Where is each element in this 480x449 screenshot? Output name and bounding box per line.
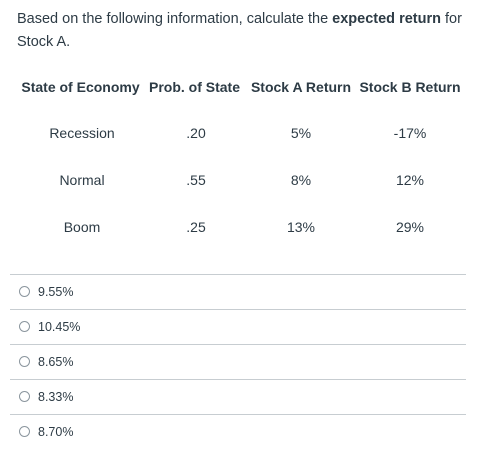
question-suffix: for Stock A. bbox=[17, 11, 462, 50]
cell-stock-b-return: -17% bbox=[393, 125, 427, 141]
cell-stock-a-return: 13% bbox=[286, 219, 316, 235]
answer-label[interactable]: 8.70% bbox=[38, 425, 74, 439]
table-row: Boom .25 13% 29% bbox=[18, 217, 464, 237]
answer-list: 9.55% 10.45% 8.65% 8.33% 8.70% bbox=[10, 274, 466, 449]
cell-probability: .55 bbox=[186, 172, 206, 188]
answer-label[interactable]: 8.65% bbox=[38, 355, 74, 369]
answer-label[interactable]: 9.55% bbox=[38, 285, 74, 299]
answer-option[interactable]: 9.55% bbox=[10, 274, 466, 309]
header-stock-a-return: Stock A Return bbox=[250, 79, 352, 95]
table-row: Recession .20 5% -17% bbox=[18, 123, 464, 143]
header-stock-b-return: Stock B Return bbox=[359, 79, 461, 95]
radio-button[interactable] bbox=[19, 286, 30, 297]
cell-state: Normal bbox=[59, 172, 105, 188]
table-header-row: State of Economy Prob. of State Stock A … bbox=[18, 76, 464, 98]
answer-option[interactable]: 8.33% bbox=[10, 379, 466, 414]
radio-button[interactable] bbox=[19, 356, 30, 367]
table-row: Normal .55 8% 12% bbox=[18, 170, 464, 190]
cell-state: Recession bbox=[49, 125, 115, 141]
answer-label[interactable]: 10.45% bbox=[38, 320, 81, 334]
question-emphasis: expected return bbox=[332, 11, 441, 27]
answer-option[interactable]: 8.70% bbox=[10, 414, 466, 449]
question-prefix: Based on the following information, calc… bbox=[17, 11, 333, 27]
cell-stock-a-return: 8% bbox=[290, 172, 312, 188]
economy-table: State of Economy Prob. of State Stock A … bbox=[18, 76, 464, 235]
answer-label[interactable]: 8.33% bbox=[38, 390, 74, 404]
radio-button[interactable] bbox=[19, 391, 30, 402]
cell-probability: .25 bbox=[186, 219, 206, 235]
answer-option[interactable]: 10.45% bbox=[10, 309, 466, 344]
header-prob-of-state: Prob. of State bbox=[148, 79, 240, 95]
answer-option[interactable]: 8.65% bbox=[10, 344, 466, 379]
radio-button[interactable] bbox=[19, 426, 30, 437]
cell-stock-b-return: 29% bbox=[395, 219, 425, 235]
cell-stock-b-return: 12% bbox=[395, 172, 425, 188]
header-state-of-economy: State of Economy bbox=[21, 79, 140, 95]
cell-state: Boom bbox=[63, 219, 101, 235]
cell-stock-a-return: 5% bbox=[290, 125, 312, 141]
cell-probability: .20 bbox=[186, 125, 206, 141]
radio-button[interactable] bbox=[19, 321, 30, 332]
question-text: Based on the following information, calc… bbox=[17, 8, 467, 54]
